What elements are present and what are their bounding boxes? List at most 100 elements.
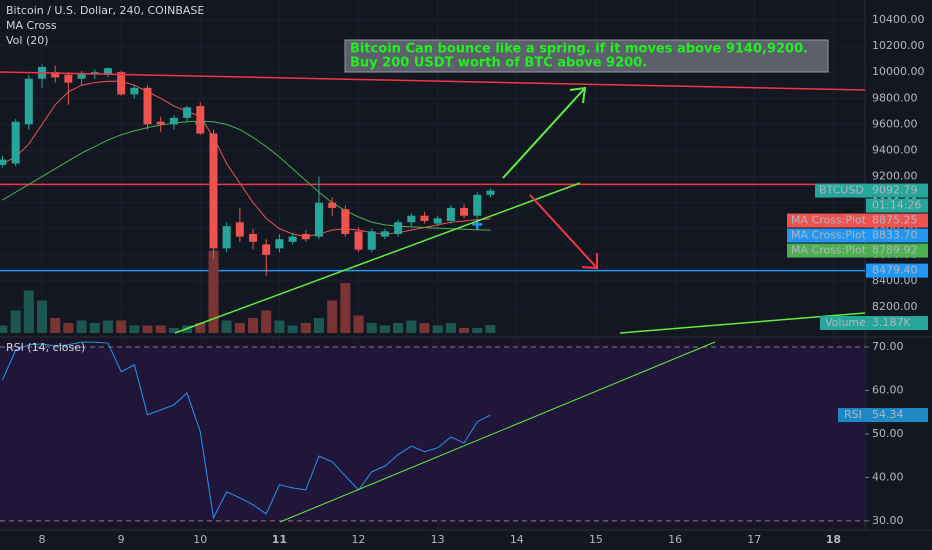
candle-body	[117, 72, 126, 95]
y-tick-label: 50.00	[872, 427, 904, 440]
candle-body	[288, 236, 297, 242]
volume-bar	[274, 320, 285, 333]
candle-body	[196, 106, 205, 134]
candle-body	[341, 209, 350, 234]
indicator-label: MA Cross	[6, 19, 57, 32]
price-tag	[787, 243, 928, 258]
volume-bar	[379, 325, 390, 333]
candle-body	[473, 194, 482, 216]
volume-bar	[129, 325, 140, 333]
volume-bar	[0, 325, 8, 333]
price-tag	[866, 263, 928, 278]
x-tick-label: 10	[193, 533, 207, 546]
volume-tag-value: 3.187K	[872, 316, 911, 329]
price-tag-name: MA Cross:Plot	[791, 214, 867, 227]
volume-bar	[248, 318, 259, 333]
y-tick-label: 60.00	[872, 383, 904, 396]
candle-body	[314, 202, 323, 237]
candle-body	[367, 231, 376, 250]
candle-body	[64, 74, 73, 83]
candle-body	[394, 222, 403, 234]
volume-bar	[472, 328, 483, 333]
volume-bar	[10, 310, 21, 333]
y-tick-label: 10200.00	[872, 39, 925, 52]
price-tag-value: 8789.92	[872, 244, 918, 257]
x-tick-label: 18	[826, 533, 841, 546]
candle-body	[262, 244, 271, 255]
price-tag-name: BTCUSD	[819, 184, 864, 197]
x-tick-label: 11	[272, 533, 287, 546]
candle-body	[460, 207, 469, 216]
volume-bar	[195, 323, 206, 333]
candle-body	[156, 121, 165, 125]
arrow	[529, 194, 598, 270]
price-tag	[815, 183, 928, 198]
volume-bar	[63, 323, 74, 333]
y-tick-label: 30.00	[872, 514, 904, 527]
volume-tag-name: Volume	[825, 316, 866, 329]
volume-bar	[340, 283, 351, 333]
rsi-line	[1, 341, 491, 520]
rsi-tag	[838, 408, 928, 423]
candle-body	[328, 202, 337, 208]
volume-bar	[327, 300, 338, 333]
candle-body	[90, 72, 99, 74]
volume-bar	[76, 320, 87, 333]
volume-bar	[485, 325, 496, 333]
volume-bar	[419, 323, 430, 333]
x-tick-label: 17	[747, 533, 761, 546]
candle-body	[420, 215, 429, 221]
price-tag-name: MA Cross:Plot	[791, 229, 867, 242]
candle-body	[130, 87, 139, 95]
countdown: 01:14:26	[872, 199, 921, 212]
trend-line	[0, 71, 866, 91]
candle-body	[143, 87, 152, 125]
candle-body	[235, 222, 244, 237]
countdown-tag	[866, 198, 928, 213]
candle-body	[0, 159, 7, 165]
annotation-box	[344, 39, 829, 73]
x-tick-label: 13	[431, 533, 445, 546]
price-tag-value: 8875.25	[872, 214, 918, 227]
ma-line	[2, 80, 491, 238]
volume-bar	[313, 318, 324, 333]
volume-bar	[300, 323, 311, 333]
volume-bar	[221, 320, 232, 333]
x-tick-label: 12	[352, 533, 366, 546]
candle-body	[51, 72, 60, 78]
y-tick-label: 40.00	[872, 470, 904, 483]
y-tick-label: 10400.00	[872, 13, 925, 26]
y-tick-label: 70.00	[872, 340, 904, 353]
x-tick-label: 8	[39, 533, 46, 546]
ma-line	[2, 120, 491, 231]
volume-bar	[23, 290, 34, 333]
candle-body	[249, 233, 258, 242]
candle-body	[446, 207, 455, 221]
trend-line	[174, 182, 581, 334]
chart-title: Bitcoin / U.S. Dollar, 240, COINBASE	[6, 4, 204, 17]
x-tick-label: 9	[118, 533, 125, 546]
indicator-label: Vol (20)	[6, 34, 49, 47]
candle-body	[209, 133, 218, 249]
candle-body	[103, 68, 112, 74]
price-tag-value: 8479.40	[872, 264, 918, 277]
volume-bar	[406, 320, 417, 333]
candle-body	[77, 73, 86, 79]
y-tick-label: 9600.00	[872, 117, 918, 130]
candle-body	[24, 78, 33, 125]
volume-bar	[102, 320, 113, 333]
volume-bar	[261, 310, 272, 333]
rsi-tag-value: 54.34	[872, 408, 904, 421]
indicator-label: RSI (14, close)	[6, 341, 85, 354]
candle-body	[380, 231, 389, 237]
trend-line	[279, 341, 716, 523]
y-tick-label: 9200.00	[872, 170, 918, 183]
volume-bar	[37, 300, 48, 333]
volume-bar	[366, 323, 377, 333]
volume-bar	[168, 328, 179, 333]
candle-body	[183, 107, 192, 118]
volume-bar	[432, 325, 443, 333]
candle-body	[433, 218, 442, 224]
volume-bar	[459, 328, 470, 333]
